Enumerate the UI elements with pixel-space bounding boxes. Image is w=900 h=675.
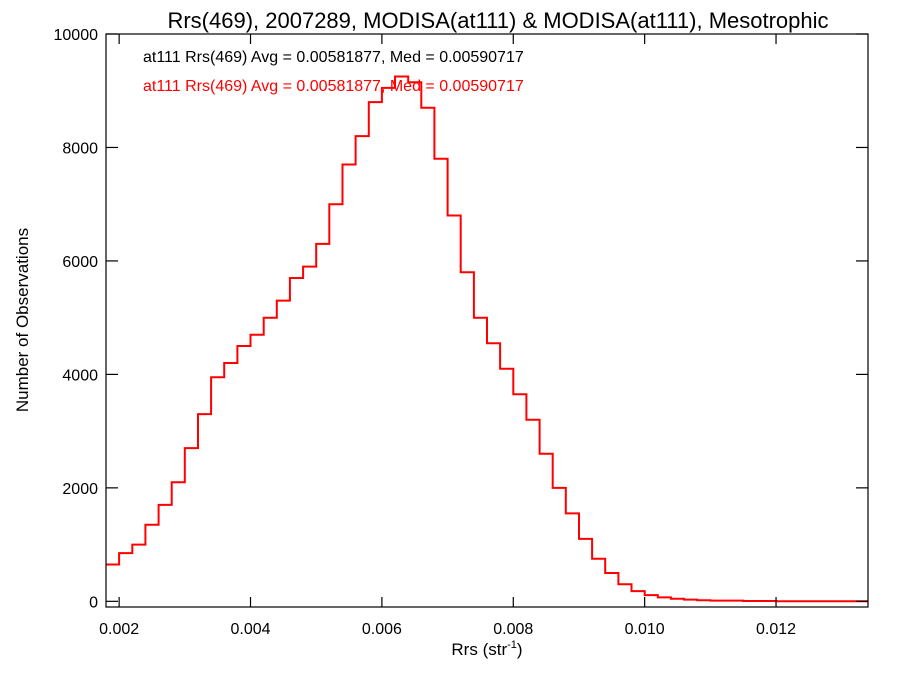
y-tick-label: 4000: [62, 367, 98, 384]
x-tick-label: 0.006: [362, 621, 402, 638]
x-tick-label: 0.008: [493, 621, 533, 638]
y-tick-label: 6000: [62, 254, 98, 271]
x-axis-label-superscript: -1: [507, 639, 517, 651]
x-tick-label: 0.002: [99, 621, 139, 638]
x-axis-label-main: Rrs (str: [451, 640, 507, 659]
histogram-series-line: [106, 75, 868, 603]
chart-title: Rrs(469), 2007289, MODISA(at111) & MODIS…: [167, 8, 828, 33]
x-axis-label-suffix: ): [517, 640, 523, 659]
ticks-layer: 0.002 0.004 0.006 0.008 0.010 0.012 0 2000 4000 6…: [54, 27, 868, 638]
y-tick-label: 8000: [62, 140, 98, 157]
y-axis-label: Number of Observations: [13, 228, 32, 412]
x-tick-label: 0.012: [756, 621, 796, 638]
y-tick-label: 10000: [54, 27, 99, 44]
annotation-black: at111 Rrs(469) Avg = 0.00581877, Med = 0…: [143, 49, 524, 66]
series-layer: [106, 75, 868, 603]
annotation-red: at111 Rrs(469) Avg = 0.00581877, Med = 0…: [143, 78, 524, 95]
x-tick-label: 0.004: [230, 621, 270, 638]
plot-frame: [105, 33, 869, 608]
y-tick-label: 0: [89, 594, 98, 611]
x-tick-label: 0.010: [625, 621, 665, 638]
y-tick-label: 2000: [62, 481, 98, 498]
x-axis-label: Rrs (str-1): [451, 639, 522, 659]
